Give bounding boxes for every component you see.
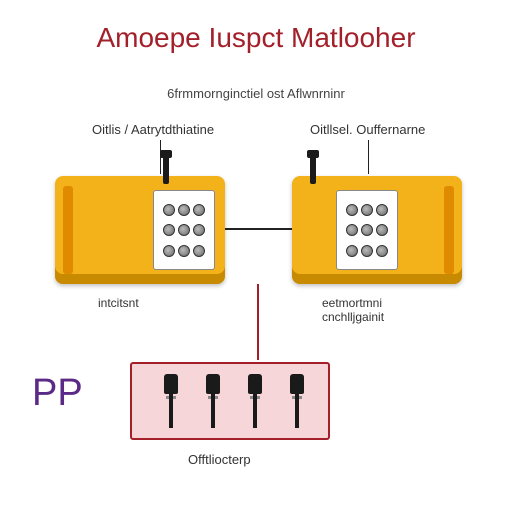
module-right: [292, 176, 462, 284]
panel-row: [341, 224, 393, 236]
knob-icon: [376, 224, 388, 236]
panel-row: [158, 245, 210, 257]
connector-line: [225, 228, 292, 230]
knob-icon: [178, 204, 190, 216]
panel-row: [341, 245, 393, 257]
column-label-left: Oitlis / Aatrytdthiatine: [92, 122, 214, 137]
side-stripe: [444, 186, 454, 274]
knob-icon: [193, 245, 205, 257]
module-left: [55, 176, 225, 284]
diagram-subtitle: 6frmmornginctiel ost Aflwnrninr: [0, 86, 512, 101]
column-label-right: Oitllsel. Ouffernarne: [310, 122, 425, 137]
module-caption-left: intcitsnt: [98, 296, 139, 310]
leader-line-right: [368, 140, 369, 174]
knob-icon: [376, 245, 388, 257]
side-stripe: [63, 186, 73, 274]
knob-icon: [193, 224, 205, 236]
plug-group: [164, 374, 304, 428]
knob-icon: [346, 224, 358, 236]
knob-icon: [346, 245, 358, 257]
knob-icon: [376, 204, 388, 216]
bottom-caption: Offtliocterp: [188, 452, 251, 467]
knob-icon: [346, 204, 358, 216]
pp-badge: PP: [32, 372, 83, 415]
antenna-icon: [310, 156, 316, 184]
knob-icon: [178, 245, 190, 257]
antenna-icon: [163, 156, 169, 184]
module-caption-right: eetmortmni cnchlljgainit: [322, 296, 384, 324]
knob-icon: [163, 224, 175, 236]
plug-icon: [206, 374, 220, 428]
panel-row: [341, 204, 393, 216]
control-panel: [153, 190, 215, 270]
diagram-title: Amoepe Iuspct Matlooher: [0, 22, 512, 54]
knob-icon: [361, 224, 373, 236]
knob-icon: [193, 204, 205, 216]
plug-icon: [248, 374, 262, 428]
knob-icon: [361, 204, 373, 216]
drop-line: [257, 284, 259, 360]
panel-row: [158, 204, 210, 216]
control-panel: [336, 190, 398, 270]
plug-icon: [290, 374, 304, 428]
plug-icon: [164, 374, 178, 428]
knob-icon: [178, 224, 190, 236]
knob-icon: [163, 245, 175, 257]
knob-icon: [163, 204, 175, 216]
knob-icon: [361, 245, 373, 257]
panel-row: [158, 224, 210, 236]
